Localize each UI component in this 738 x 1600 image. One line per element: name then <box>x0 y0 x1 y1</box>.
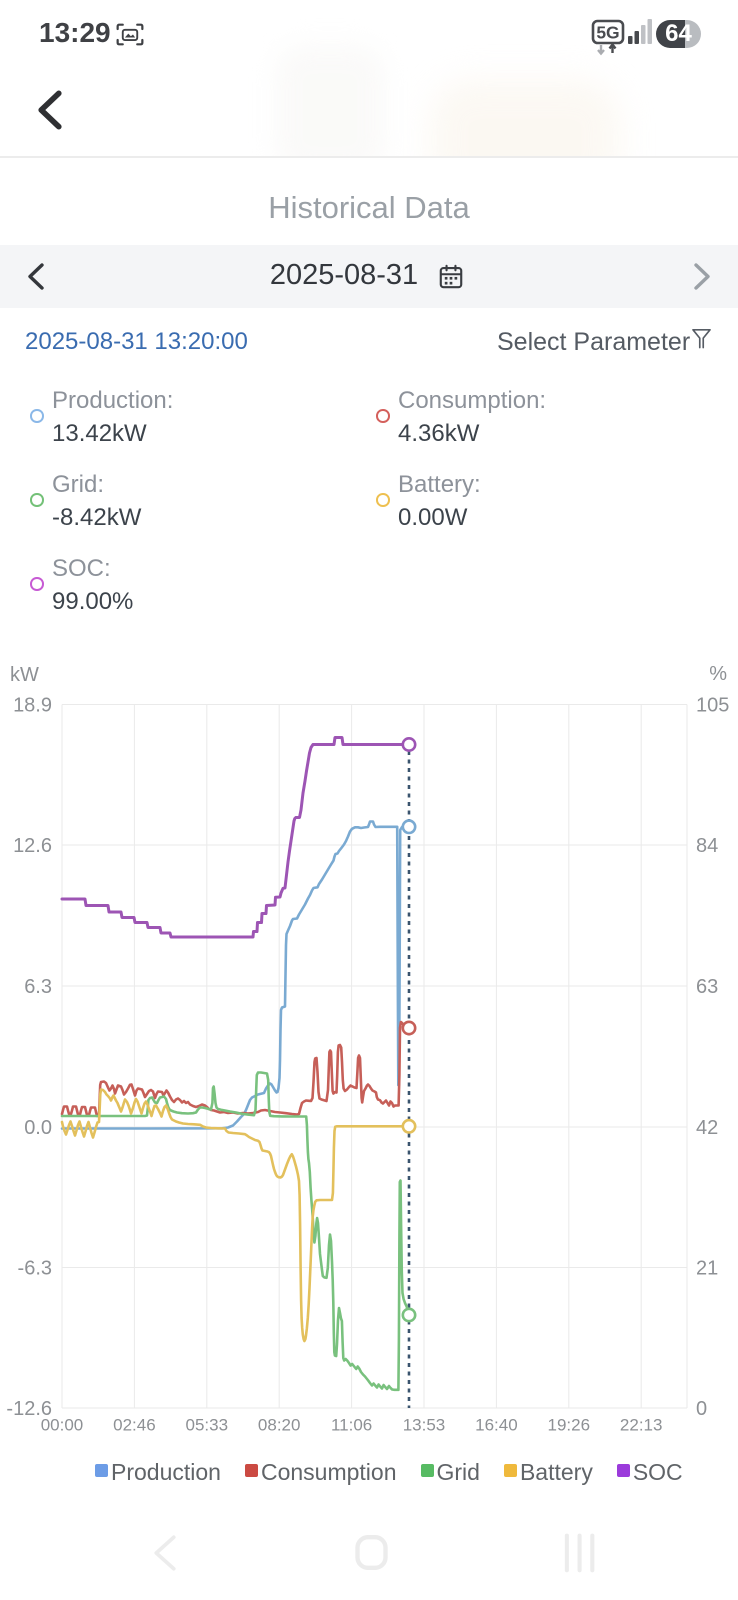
svg-text:13:53: 13:53 <box>403 1416 446 1435</box>
svg-text:105: 105 <box>696 695 729 717</box>
svg-text:63: 63 <box>696 976 718 998</box>
svg-text:-6.3: -6.3 <box>18 1258 52 1280</box>
svg-text:-12.6: -12.6 <box>6 1398 52 1420</box>
svg-text:19:26: 19:26 <box>548 1416 591 1435</box>
svg-text:18.9: 18.9 <box>13 695 52 717</box>
svg-text:12.6: 12.6 <box>13 835 52 857</box>
svg-text:05:33: 05:33 <box>186 1416 229 1435</box>
svg-text:02:46: 02:46 <box>113 1416 156 1435</box>
svg-text:22:13: 22:13 <box>620 1416 663 1435</box>
svg-text:84: 84 <box>696 835 718 857</box>
svg-text:6.3: 6.3 <box>24 976 52 998</box>
svg-text:11:06: 11:06 <box>331 1416 372 1435</box>
svg-text:42: 42 <box>696 1117 718 1139</box>
svg-text:5G: 5G <box>596 23 619 43</box>
svg-text:08:20: 08:20 <box>258 1416 301 1435</box>
svg-text:0.0: 0.0 <box>24 1117 52 1139</box>
svg-text:00:00: 00:00 <box>41 1416 84 1435</box>
svg-text:21: 21 <box>696 1258 718 1280</box>
svg-text:kW: kW <box>10 664 39 686</box>
svg-text:16:40: 16:40 <box>475 1416 518 1435</box>
svg-text:%: % <box>709 663 727 685</box>
svg-text:0: 0 <box>696 1398 707 1420</box>
